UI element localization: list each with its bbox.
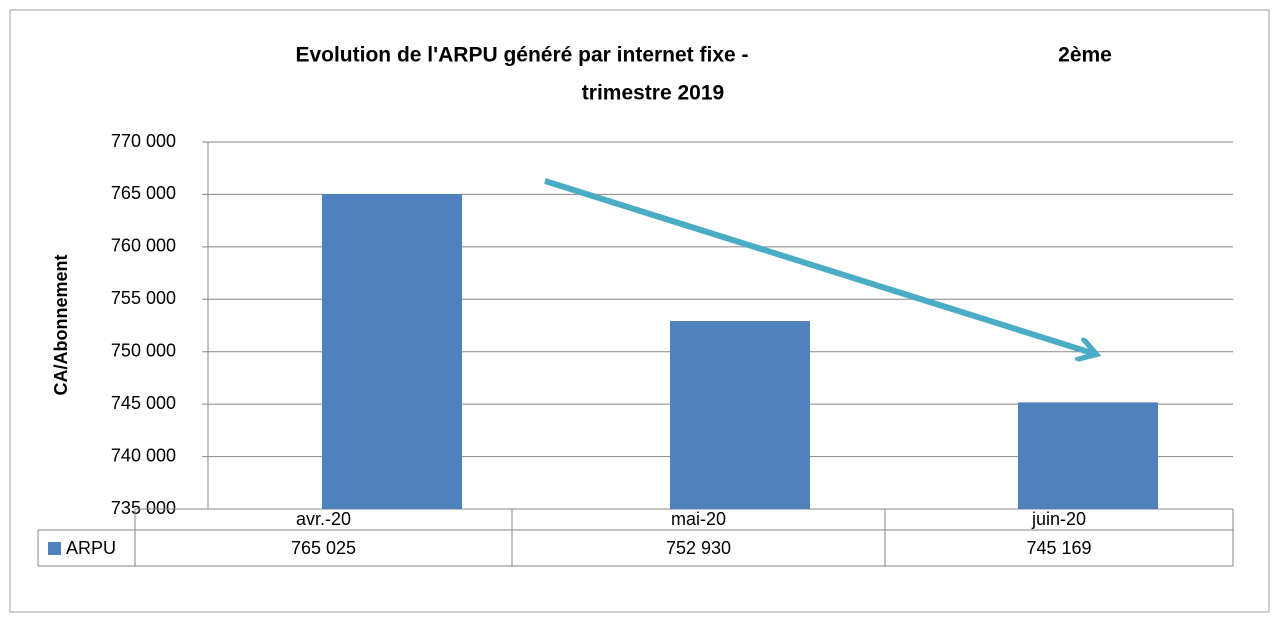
table-value: 745 169 bbox=[1026, 538, 1091, 558]
chart-frame bbox=[9, 9, 1270, 613]
bar bbox=[322, 194, 462, 509]
x-tick-label: juin-20 bbox=[1031, 509, 1086, 529]
bar bbox=[670, 320, 810, 509]
y-tick-label: 745 000 bbox=[111, 393, 176, 413]
y-tick-label: 760 000 bbox=[111, 236, 176, 256]
chart-title: trimestre 2019 bbox=[582, 82, 724, 105]
plot-area: 735 000 740 000 745 000 750 000 755 000 760 0… bbox=[37, 131, 1234, 567]
table-value: 765 025 bbox=[291, 538, 356, 558]
y-axis-label: CA/Abonnement bbox=[51, 255, 71, 396]
y-tick-label: 755 000 bbox=[111, 288, 176, 308]
legend-label: ARPU bbox=[66, 538, 116, 558]
y-tick-label: 750 000 bbox=[111, 340, 176, 360]
table-value: 752 930 bbox=[666, 538, 731, 558]
chart-title: 2ème bbox=[1058, 44, 1112, 67]
x-tick-label: avr.-20 bbox=[296, 509, 351, 529]
legend-swatch bbox=[48, 542, 61, 555]
chart-title: Evolution de l'ARPU généré par internet … bbox=[295, 44, 748, 67]
y-tick-label: 735 000 bbox=[111, 498, 176, 518]
x-tick-label: mai-20 bbox=[671, 509, 726, 529]
y-tick-label: 770 000 bbox=[111, 131, 176, 151]
bar bbox=[1018, 402, 1158, 509]
y-tick-label: 765 000 bbox=[111, 183, 176, 203]
trend-arrow bbox=[544, 178, 1092, 353]
y-tick-label: 740 000 bbox=[111, 445, 176, 465]
